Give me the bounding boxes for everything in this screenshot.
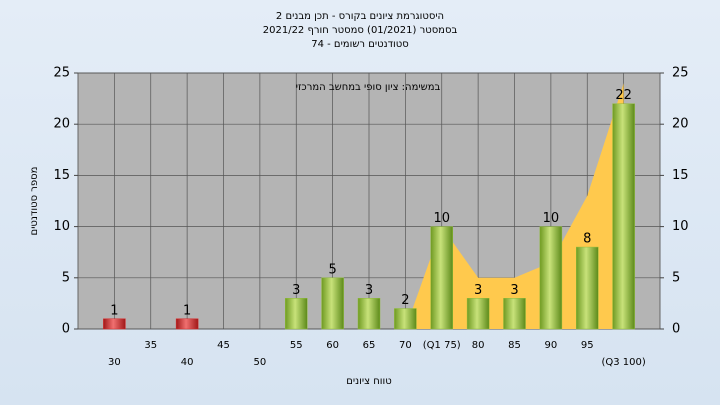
y2-tick-label: 10 [672, 219, 689, 234]
data-label: 3 [474, 283, 482, 298]
bar [175, 318, 199, 330]
x-tick-label: (Q3 100) [601, 357, 645, 368]
bar [466, 298, 490, 330]
y-axis-label: מספר סטודנטים [29, 167, 40, 236]
x-tick-label: 85 [508, 340, 521, 351]
bar [321, 277, 344, 330]
x-tick-label: 90 [545, 340, 558, 351]
y2-tick-label: 25 [672, 66, 689, 81]
x-tick-label: 30 [108, 357, 121, 368]
bar [103, 318, 126, 330]
bar [576, 246, 599, 330]
x-axis-label: טווח ציונים [346, 376, 391, 387]
x-tick-label: 60 [326, 340, 339, 351]
chart-subtitle: בסמסטר (01/2021) סמסטר חורף 2021/22 [263, 25, 458, 36]
x-tick-label: 55 [290, 340, 303, 351]
x-tick-label: 80 [472, 340, 485, 351]
area [405, 83, 624, 330]
x-tick-label: 35 [144, 340, 157, 351]
bar [612, 103, 635, 330]
data-label: 8 [583, 232, 591, 247]
y-tick-label: 10 [53, 219, 70, 234]
data-label: 10 [543, 211, 560, 226]
bar [539, 226, 563, 330]
data-label: 2 [401, 293, 409, 308]
y2-tick-label: 20 [672, 117, 689, 132]
y2-tick-label: 15 [672, 168, 689, 183]
x-tick-label: 40 [181, 357, 194, 368]
y-tick-label: 5 [62, 270, 70, 285]
y-tick-label: 0 [62, 322, 70, 337]
annotation: במשימה: ציון סופי במחשב המרכזי [296, 82, 441, 93]
y2-tick-label: 5 [672, 270, 680, 285]
x-tick-label: 50 [254, 357, 267, 368]
bar [503, 298, 526, 330]
chart-subtitle: סטודנטים רשומים - 74 [311, 39, 409, 50]
chart-title: היסטוגרמת ציונים בקורס - תכן מבנים 2 [276, 11, 444, 22]
x-tick-label: (Q1 75) [423, 340, 461, 351]
data-label: 1 [110, 303, 118, 318]
x-tick-label: 45 [217, 340, 230, 351]
bar [285, 298, 308, 330]
bar [394, 308, 417, 330]
data-label: 5 [328, 262, 336, 277]
data-label: 3 [365, 283, 373, 298]
data-label: 1 [183, 303, 191, 318]
x-tick-label: 70 [399, 340, 412, 351]
data-label: 3 [510, 283, 518, 298]
x-tick-label: 65 [363, 340, 376, 351]
x-tick-label: 95 [581, 340, 594, 351]
y-tick-label: 25 [53, 66, 70, 81]
data-label: 22 [615, 88, 632, 103]
data-label: 3 [292, 283, 300, 298]
y-tick-label: 15 [53, 168, 70, 183]
bar [430, 226, 453, 330]
y2-tick-label: 0 [672, 322, 680, 337]
bar [357, 298, 381, 330]
y-tick-label: 20 [53, 117, 70, 132]
data-label: 10 [433, 211, 450, 226]
